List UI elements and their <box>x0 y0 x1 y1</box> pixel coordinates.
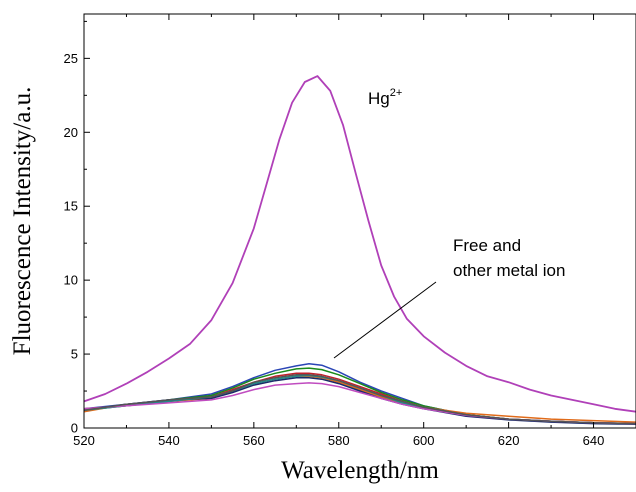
y-tick-label: 20 <box>64 125 78 140</box>
x-tick-label: 560 <box>243 433 265 448</box>
series-line-4 <box>83 372 636 425</box>
series-line-0 <box>83 75 636 413</box>
y-tick-label: 10 <box>64 273 78 288</box>
y-tick-label: 25 <box>64 51 78 66</box>
series-line-8 <box>83 374 636 425</box>
annotation-hg-main: Hg <box>368 89 390 108</box>
x-tick-label: 540 <box>158 433 180 448</box>
annotation-free-line2: other metal ion <box>453 261 565 280</box>
y-tick-label: 0 <box>71 421 78 436</box>
x-tick-label: 620 <box>498 433 520 448</box>
y-tick-label: 15 <box>64 199 78 214</box>
annotation-pointer-line <box>333 281 437 359</box>
series-layer <box>83 75 636 426</box>
annotation-hg: Hg2+ <box>368 87 402 108</box>
series-line-1 <box>83 362 636 425</box>
series-line-5 <box>83 376 636 426</box>
y-tick-label: 5 <box>71 347 78 362</box>
x-tick-label: 600 <box>413 433 435 448</box>
x-tick-label: 580 <box>328 433 350 448</box>
annotation-hg-superscript: 2+ <box>390 87 403 99</box>
plot-frame <box>83 13 636 429</box>
x-tick-label: 520 <box>73 433 95 448</box>
x-axis-title: Wavelength/nm <box>281 457 439 484</box>
y-axis-title: Fluorescence Intensity/a.u. <box>9 87 36 356</box>
x-tick-label: 640 <box>583 433 605 448</box>
ticks-layer: 520 540 560 580 600 620 640 0 5 10 15 20 25 <box>64 14 605 448</box>
annotation-free-line1: Free and <box>453 236 521 255</box>
